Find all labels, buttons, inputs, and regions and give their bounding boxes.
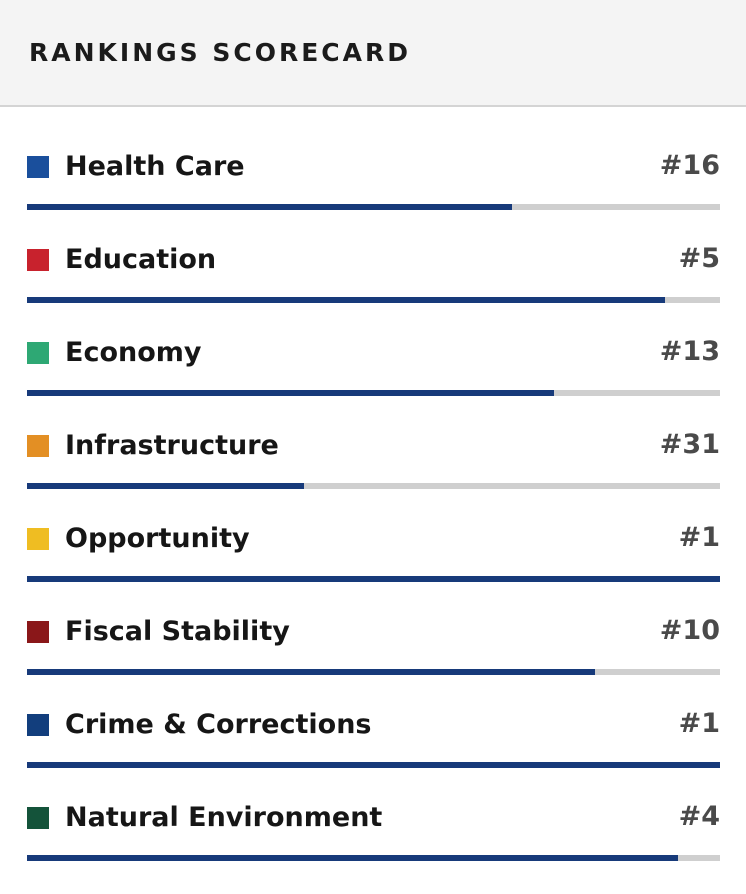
- rank-value: #1: [678, 708, 720, 739]
- rank-bar-track: [27, 483, 720, 489]
- rank-value: #1: [678, 522, 720, 553]
- rank-value: #10: [659, 615, 720, 646]
- ranking-row-economy: Economy #13: [0, 293, 746, 396]
- rank-bar-fill: [27, 297, 665, 303]
- rank-bar-track: [27, 855, 720, 861]
- category-color-swatch: [27, 249, 49, 271]
- category-color-swatch: [27, 156, 49, 178]
- ranking-row-natural-environment: Natural Environment #4: [0, 758, 746, 861]
- scorecard-title: RANKINGS SCORECARD: [29, 38, 411, 67]
- ranking-row-infrastructure: Infrastructure #31: [0, 386, 746, 489]
- category-label: Crime & Corrections: [65, 709, 372, 740]
- category-color-swatch: [27, 714, 49, 736]
- rank-value: #16: [659, 150, 720, 181]
- category-color-swatch: [27, 807, 49, 829]
- rank-value: #5: [678, 243, 720, 274]
- rank-bar-track: [27, 762, 720, 768]
- category-label: Infrastructure: [65, 430, 279, 461]
- rank-bar-track: [27, 204, 720, 210]
- category-color-swatch: [27, 528, 49, 550]
- rank-bar-fill: [27, 855, 679, 861]
- rank-bar-fill: [27, 669, 596, 675]
- rank-bar-fill: [27, 762, 720, 768]
- rank-bar-track: [27, 576, 720, 582]
- ranking-row-health-care: Health Care #16: [0, 107, 746, 210]
- rank-bar-fill: [27, 483, 305, 489]
- rank-bar-track: [27, 390, 720, 396]
- category-color-swatch: [27, 435, 49, 457]
- category-color-swatch: [27, 621, 49, 643]
- category-label: Education: [65, 244, 217, 275]
- rank-bar-fill: [27, 390, 554, 396]
- ranking-row-crime-corrections: Crime & Corrections #1: [0, 665, 746, 768]
- rank-bar-fill: [27, 576, 720, 582]
- rank-value: #13: [659, 336, 720, 367]
- rank-value: #4: [678, 801, 720, 832]
- ranking-row-education: Education #5: [0, 200, 746, 303]
- category-label: Natural Environment: [65, 802, 383, 833]
- category-label: Health Care: [65, 151, 245, 182]
- rank-bar-track: [27, 669, 720, 675]
- scorecard-header: RANKINGS SCORECARD: [0, 0, 746, 107]
- rank-value: #31: [659, 429, 720, 460]
- ranking-row-fiscal-stability: Fiscal Stability #10: [0, 572, 746, 675]
- category-color-swatch: [27, 342, 49, 364]
- rank-bar-track: [27, 297, 720, 303]
- category-label: Fiscal Stability: [65, 616, 290, 647]
- rank-bar-fill: [27, 204, 513, 210]
- ranking-row-opportunity: Opportunity #1: [0, 479, 746, 582]
- category-label: Economy: [65, 337, 202, 368]
- category-label: Opportunity: [65, 523, 250, 554]
